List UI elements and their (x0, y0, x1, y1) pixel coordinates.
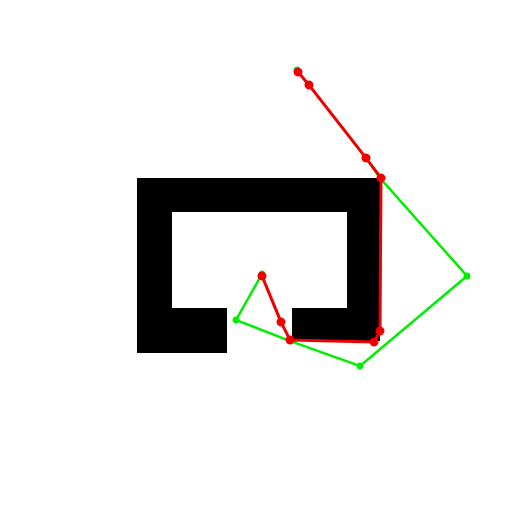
u-shaped-obstacle (137, 178, 380, 353)
red-waypoint (304, 80, 314, 90)
green-waypoint (356, 362, 364, 370)
red-waypoint (257, 271, 267, 281)
red-waypoint (375, 326, 385, 336)
red-waypoint (276, 317, 286, 327)
red-waypoint (369, 337, 379, 347)
red-waypoint (285, 335, 295, 345)
green-waypoint (232, 316, 240, 324)
obstacle-wall (137, 178, 380, 353)
red-waypoint (361, 153, 371, 163)
red-trajectory (257, 67, 386, 347)
red-waypoint (376, 173, 386, 183)
red-waypoint (293, 67, 303, 77)
green-waypoint (463, 272, 471, 280)
